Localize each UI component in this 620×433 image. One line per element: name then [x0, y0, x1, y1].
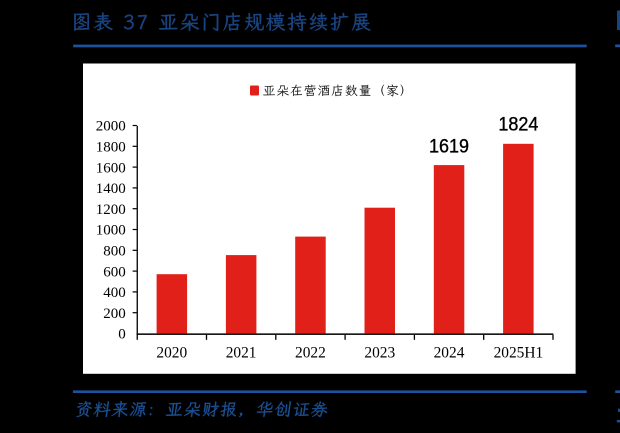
- svg-text:1800: 1800: [96, 140, 126, 156]
- svg-text:1824: 1824: [498, 115, 538, 136]
- svg-text:2023: 2023: [364, 345, 395, 362]
- svg-text:200: 200: [103, 306, 126, 322]
- svg-text:2021: 2021: [226, 345, 257, 362]
- svg-text:800: 800: [103, 244, 126, 260]
- svg-text:600: 600: [103, 264, 126, 280]
- svg-text:2025H1: 2025H1: [494, 345, 544, 362]
- svg-text:1400: 1400: [96, 181, 126, 197]
- svg-text:0: 0: [118, 327, 126, 343]
- svg-text:1600: 1600: [96, 160, 126, 176]
- svg-text:2000: 2000: [96, 119, 126, 135]
- svg-text:1200: 1200: [96, 202, 126, 218]
- svg-text:2022: 2022: [295, 345, 326, 362]
- svg-text:1619: 1619: [429, 137, 469, 158]
- svg-text:1000: 1000: [96, 223, 126, 239]
- svg-text:400: 400: [103, 285, 126, 301]
- svg-text:2020: 2020: [156, 345, 187, 362]
- svg-text:2024: 2024: [434, 345, 465, 362]
